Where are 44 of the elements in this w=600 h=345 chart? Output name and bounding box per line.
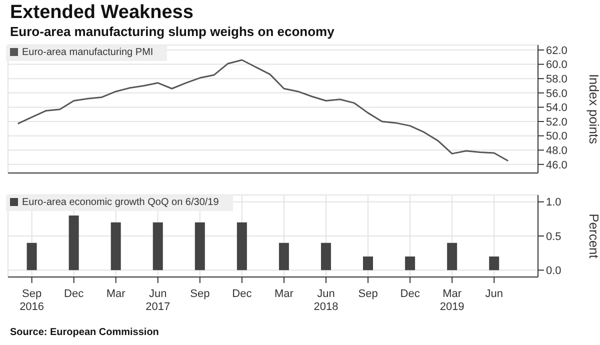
x-tick-label: Sep 2016: [20, 288, 44, 313]
x-tick-label: Mar 2019: [440, 288, 464, 313]
bar: [26, 242, 37, 270]
y-tick-label: 62.0: [546, 44, 568, 57]
legend-label: Euro-area manufacturing PMI: [22, 47, 154, 58]
x-tick-label: Jun: [485, 288, 503, 300]
y-tick-label: 58.0: [546, 74, 568, 86]
y-tick-label: 46.0: [546, 159, 568, 172]
y-axis-title: Index points: [586, 74, 600, 145]
x-tick-label: Sep: [358, 288, 378, 300]
bar: [194, 222, 205, 270]
bar: [236, 222, 247, 270]
y-tick-label: 60.0: [546, 59, 568, 72]
bar: [405, 256, 416, 270]
bar: [110, 222, 121, 270]
y-tick-label: 52.0: [546, 116, 568, 128]
x-tick-label: Dec: [232, 288, 252, 300]
y-tick-label: 56.0: [546, 88, 568, 100]
x-tick-label: Dec: [64, 288, 84, 300]
y-tick-label: 50.0: [546, 130, 568, 143]
line-series: [17, 59, 509, 162]
y-tick-label: 0.5: [546, 230, 562, 243]
source-note: Source: European Commission: [9, 327, 160, 338]
legend-label: Euro-area economic growth QoQ on 6/30/19: [22, 197, 219, 208]
x-tick-label: Jun 2017: [146, 288, 170, 313]
chart-subtitle: Euro-area manufacturing slump weighs on economy: [9, 24, 336, 41]
x-tick-label: Mar: [106, 288, 126, 300]
bar: [447, 242, 458, 270]
y-tick-label: 0.0: [546, 265, 562, 278]
y-axis-title: Percent: [586, 214, 600, 259]
chart-title: Extended Weakness: [9, 1, 194, 24]
x-tick-label: Jun 2018: [314, 288, 338, 313]
bar: [489, 256, 500, 270]
x-tick-label: Dec: [400, 288, 420, 300]
x-tick-label: Mar: [274, 288, 294, 300]
y-tick-label: 54.0: [546, 102, 568, 114]
bar: [68, 216, 79, 270]
y-tick-label: 1.0: [546, 196, 562, 209]
x-tick-label: Sep: [190, 288, 210, 300]
bar: [363, 256, 374, 270]
bar: [152, 222, 163, 270]
bar: [320, 242, 331, 270]
bar: [278, 242, 289, 270]
y-tick-label: 48.0: [546, 145, 568, 158]
